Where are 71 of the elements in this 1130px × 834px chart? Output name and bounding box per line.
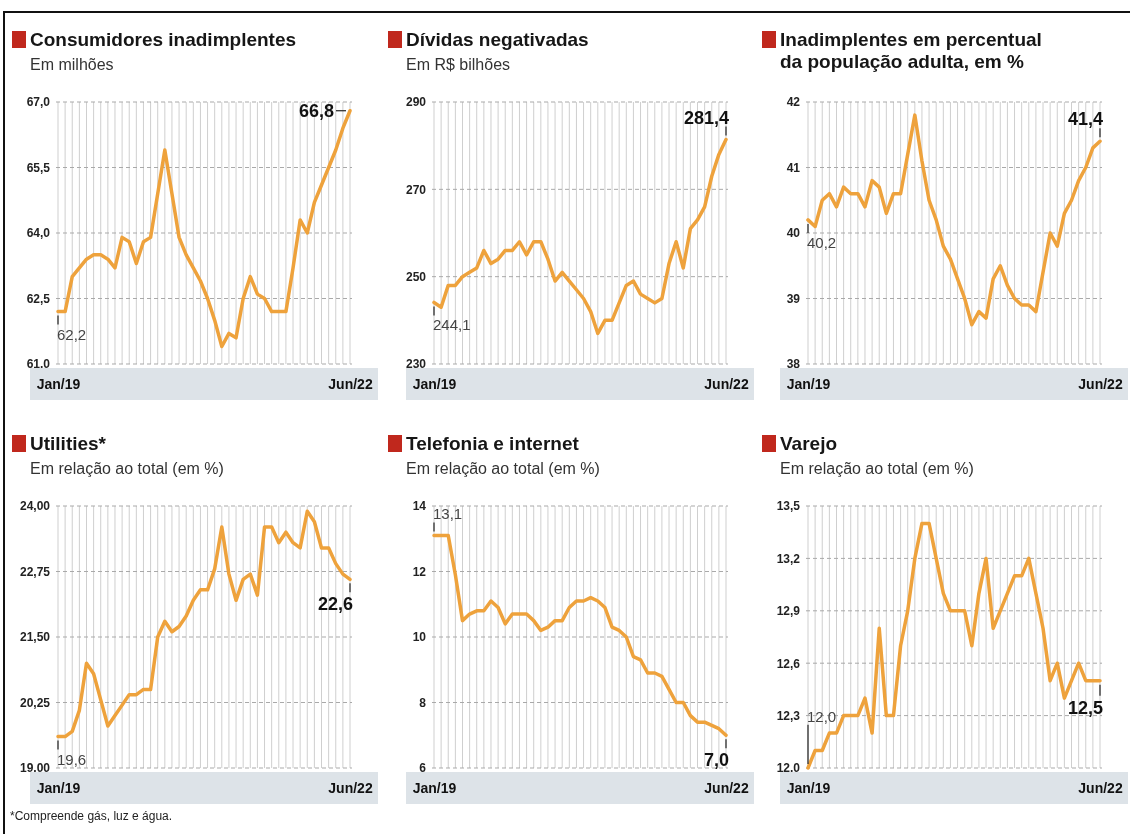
y-tick-label: 42 (786, 95, 801, 110)
x-tick-label: Jun/22 (704, 780, 749, 797)
y-tick-label: 40 (786, 226, 801, 241)
y-tick-label: 12,3 (776, 708, 801, 723)
line-series (806, 521, 1102, 770)
line-series (432, 533, 728, 737)
y-tick-label: 65,5 (26, 160, 51, 175)
data-label: 12,0 (807, 707, 837, 725)
y-tick-label: 19,00 (19, 761, 51, 776)
data-label: 244,1 (433, 316, 471, 334)
chart-title: Inadimplentes em percentual da população adulta, em % (780, 29, 1042, 72)
chart-subtitle: Em relação ao total (em %) (406, 460, 600, 477)
y-tick-label: 14 (412, 499, 427, 514)
x-tick-label: Jun/22 (1078, 780, 1123, 797)
x-tick-label: Jun/22 (1078, 376, 1123, 393)
line-series (56, 509, 352, 739)
y-tick-label: 10 (412, 630, 427, 645)
chart-title: Utilities* (30, 433, 107, 454)
y-tick-label: 6 (419, 761, 427, 776)
y-tick-label: 39 (786, 291, 801, 306)
data-label: 7,0 (703, 750, 729, 771)
chart-subtitle: Em relação ao total (em %) (780, 460, 974, 477)
y-tick-label: 12,9 (776, 604, 801, 619)
y-tick-label: 250 (405, 270, 427, 285)
x-tick-label: Jan/19 (36, 376, 81, 393)
chart-title: Varejo (780, 433, 838, 454)
x-tick-label: Jun/22 (704, 376, 749, 393)
y-tick-label: 22,75 (19, 564, 51, 579)
chart-title: Telefonia e internet (406, 433, 580, 454)
data-label: 281,4 (683, 107, 729, 128)
text: *Compreende gás, luz e água. (10, 809, 173, 823)
y-tick-label: 13,5 (776, 499, 801, 514)
y-tick-label: 61,0 (26, 357, 51, 372)
y-tick-label: 8 (419, 695, 427, 710)
y-tick-label: 38 (786, 357, 801, 372)
chart-title: Consumidores inadimplentes (30, 29, 297, 50)
x-tick-label: Jun/22 (328, 376, 373, 393)
y-tick-label: 290 (405, 95, 427, 110)
y-tick-label: 24,00 (19, 499, 51, 514)
y-tick-label: 12 (412, 564, 427, 579)
chart-title: Dívidas negativadas (406, 29, 589, 50)
chart-subtitle: Em R$ bilhões (406, 56, 511, 73)
data-label: 41,4 (1067, 109, 1103, 130)
x-tick-label: Jan/19 (786, 780, 831, 797)
data-label: 40,2 (807, 233, 837, 251)
data-label: 62,2 (57, 325, 87, 343)
y-tick-label: 41 (786, 160, 801, 175)
y-tick-label: 20,25 (19, 695, 51, 710)
y-tick-label: 64,0 (26, 226, 51, 241)
data-label: 19,6 (57, 750, 87, 768)
line-series (432, 137, 728, 336)
data-label: 12,5 (1067, 697, 1103, 718)
y-tick-label: 270 (405, 182, 427, 197)
x-tick-label: Jan/19 (36, 780, 81, 797)
x-tick-label: Jun/22 (328, 780, 373, 797)
data-label: 66,8 (298, 100, 334, 121)
y-tick-label: 62,5 (26, 291, 51, 306)
chart-subtitle: Em relação ao total (em %) (30, 460, 224, 477)
y-tick-label: 21,50 (19, 630, 51, 645)
data-label: 13,1 (433, 505, 463, 523)
data-label: 22,6 (317, 594, 353, 615)
x-tick-label: Jan/19 (412, 780, 457, 797)
y-tick-label: 12,6 (776, 656, 801, 671)
y-tick-label: 13,2 (776, 551, 801, 566)
y-tick-label: 12,0 (776, 761, 801, 776)
line-series (806, 113, 1102, 327)
y-tick-label: 230 (405, 357, 427, 372)
chart-subtitle: Em milhões (30, 56, 114, 73)
x-tick-label: Jan/19 (412, 376, 457, 393)
y-tick-label: 67,0 (26, 95, 51, 110)
x-tick-label: Jan/19 (786, 376, 831, 393)
